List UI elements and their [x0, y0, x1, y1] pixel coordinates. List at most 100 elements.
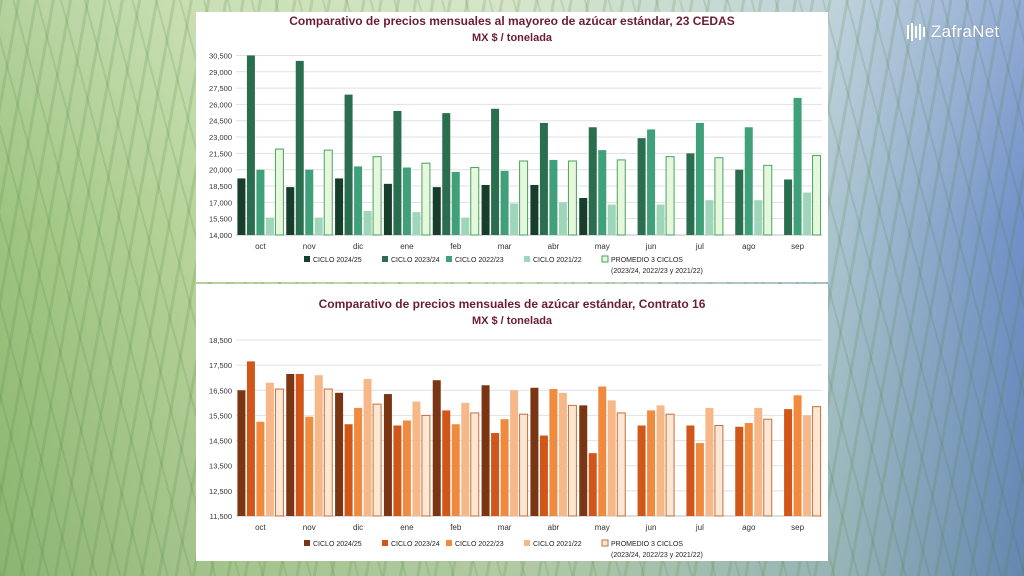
bar-ene-s4	[421, 414, 431, 517]
x-tick-label-nov: nov	[303, 523, 316, 532]
x-tick-label-may: may	[595, 242, 610, 251]
bar-abr-s4	[567, 404, 577, 517]
chart-panel-cedas: Comparativo de precios mensuales al mayo…	[196, 12, 828, 282]
bar-dic-s3	[363, 211, 372, 235]
bar-mar-s1	[491, 433, 500, 516]
y-tick-label: 14,000	[209, 231, 232, 240]
y-tick-label: 27,500	[209, 84, 232, 93]
bar-dic-s1	[344, 424, 353, 516]
bar-oct-s2	[256, 421, 265, 516]
bar-ago-s3	[754, 200, 763, 235]
legend-label-s3: CICLO 2021/22	[533, 541, 582, 548]
bar-ene-s2	[402, 167, 411, 235]
y-tick-label: 29,000	[209, 68, 232, 77]
bar-ago-s4	[763, 164, 773, 236]
chart-title: Comparativo de precios mensuales de azúc…	[319, 297, 706, 311]
legend-label-s2: CICLO 2022/23	[455, 257, 504, 264]
bar-dic-s0	[335, 178, 344, 235]
bar-dic-s2	[354, 166, 363, 235]
bar-may-s2	[598, 386, 607, 516]
bar-ago-s3	[754, 407, 763, 516]
legend-swatch-s0	[304, 540, 310, 546]
bar-nov-s1	[295, 60, 304, 235]
y-tick-label: 17,000	[209, 198, 232, 207]
chart-panel-contrato16: Comparativo de precios mensuales de azúc…	[196, 284, 828, 561]
legend-swatch-s1	[382, 256, 388, 262]
x-tick-label-sep: sep	[791, 242, 804, 251]
bar-abr-s3	[558, 202, 567, 235]
legend-swatch-s1	[382, 540, 388, 546]
bar-abr-s0	[530, 387, 539, 516]
bar-jun-s2	[647, 410, 656, 516]
bar-feb-s4	[470, 412, 480, 517]
x-tick-label-mar: mar	[498, 523, 512, 532]
bar-sep-s3	[803, 415, 812, 516]
bar-mar-s1	[491, 108, 500, 235]
legend-label-s1: CICLO 2023/24	[391, 541, 440, 548]
barcode-icon	[907, 23, 925, 41]
x-tick-label-dic: dic	[353, 523, 363, 532]
bar-oct-s1	[246, 361, 255, 516]
bar-sep-s1	[784, 179, 793, 235]
y-tick-label: 30,500	[209, 51, 232, 60]
bar-feb-s2	[451, 171, 460, 235]
legend-label-s3: CICLO 2021/22	[533, 257, 582, 264]
bar-may-s3	[607, 400, 616, 516]
x-tick-label-nov: nov	[303, 242, 316, 251]
bar-feb-s1	[442, 410, 451, 516]
bar-may-s0	[579, 405, 588, 516]
bar-may-s4	[616, 159, 626, 236]
bar-mar-s3	[510, 203, 519, 235]
y-tick-label: 23,000	[209, 133, 232, 142]
y-tick-label: 20,000	[209, 166, 232, 175]
bar-sep-s4	[812, 406, 822, 517]
bar-mar-s4	[519, 413, 529, 517]
bar-jul-s2	[695, 122, 704, 235]
bar-may-s4	[616, 412, 626, 517]
bar-ago-s2	[744, 422, 753, 516]
bar-ago-s1	[735, 169, 744, 235]
bar-abr-s2	[549, 389, 558, 516]
bar-feb-s3	[461, 217, 470, 235]
bar-ene-s0	[383, 183, 392, 235]
legend-label-s4: PROMEDIO 3 CICLOS	[611, 541, 683, 548]
bar-abr-s4	[567, 160, 577, 236]
bar-oct-s2	[256, 169, 265, 235]
bar-feb-s4	[470, 167, 480, 236]
legend-label-s1: CICLO 2023/24	[391, 257, 440, 264]
bar-jul-s3	[705, 407, 714, 516]
bar-oct-s3	[265, 382, 274, 516]
bar-feb-s0	[432, 187, 441, 235]
chart-contrato16: Comparativo de precios mensuales de azúc…	[209, 297, 822, 559]
y-tick-label: 17,500	[209, 361, 232, 370]
x-tick-label-feb: feb	[450, 242, 462, 251]
x-tick-label-ago: ago	[742, 523, 756, 532]
bar-may-s3	[607, 204, 616, 235]
bar-ene-s1	[393, 425, 402, 516]
x-tick-label-oct: oct	[255, 242, 266, 251]
x-tick-label-oct: oct	[255, 523, 266, 532]
bar-feb-s0	[432, 380, 441, 516]
x-tick-label-ene: ene	[400, 523, 414, 532]
y-tick-label: 11,500	[210, 512, 232, 521]
bar-dic-s3	[363, 378, 372, 516]
bar-dic-s1	[344, 94, 353, 235]
bar-mar-s4	[519, 160, 529, 236]
bar-nov-s3	[314, 375, 323, 516]
x-tick-label-mar: mar	[498, 242, 512, 251]
bar-jun-s4	[665, 413, 675, 517]
brand-logo: ZafraNet	[906, 22, 1000, 42]
bar-nov-s3	[314, 217, 323, 235]
x-tick-label-jun: jun	[645, 523, 657, 532]
y-tick-label: 12,500	[209, 487, 232, 496]
y-tick-label: 16,500	[209, 386, 232, 395]
x-tick-label-abr: abr	[548, 242, 560, 251]
bar-abr-s2	[549, 159, 558, 235]
bar-jun-s2	[647, 129, 656, 235]
legend-swatch-s2	[446, 256, 452, 262]
bar-sep-s3	[803, 192, 812, 235]
bar-ago-s1	[735, 426, 744, 516]
bar-may-s1	[588, 127, 597, 235]
bar-dic-s4	[372, 156, 382, 236]
bar-jun-s3	[656, 204, 665, 235]
